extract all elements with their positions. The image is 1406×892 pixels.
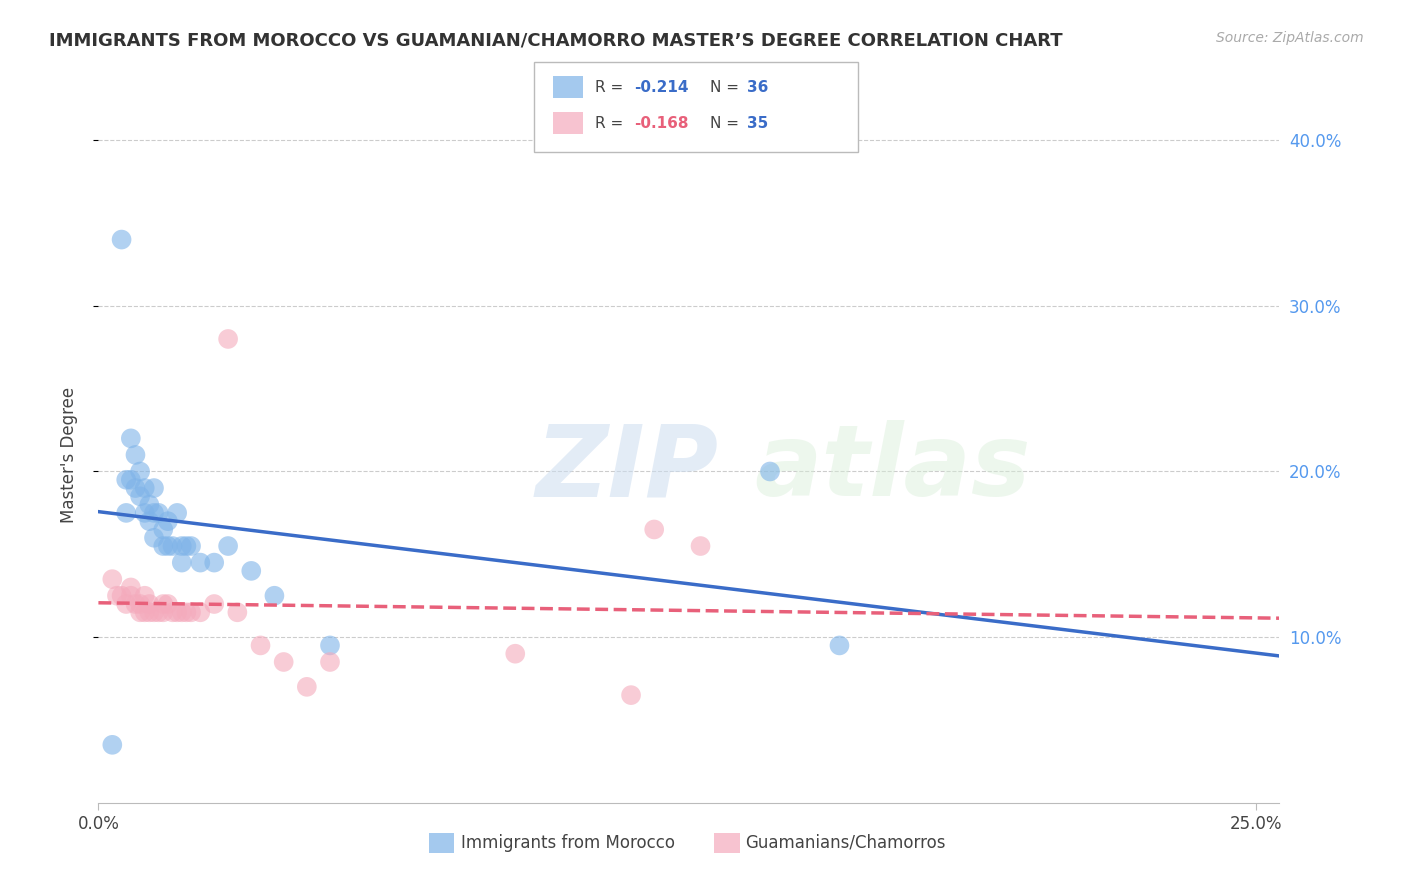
Point <box>188 605 211 619</box>
Point <box>176 605 198 619</box>
Point <box>110 589 132 603</box>
Point <box>162 539 184 553</box>
Point <box>115 597 138 611</box>
Point <box>202 556 225 570</box>
Point <box>120 589 142 603</box>
Text: Guamanians/Chamorros: Guamanians/Chamorros <box>745 834 946 852</box>
Point <box>138 605 160 619</box>
Point <box>166 506 188 520</box>
Point <box>217 332 239 346</box>
Text: N =: N = <box>710 116 744 130</box>
Text: ZIP: ZIP <box>536 420 718 517</box>
Point <box>148 605 170 619</box>
Point <box>226 605 249 619</box>
Point <box>124 448 146 462</box>
Point <box>143 481 166 495</box>
Point <box>129 605 152 619</box>
Point <box>124 597 146 611</box>
Point <box>120 581 142 595</box>
Point <box>129 489 152 503</box>
Point <box>129 465 152 479</box>
Point <box>120 431 142 445</box>
Point <box>129 597 152 611</box>
Point <box>295 680 318 694</box>
Point <box>138 498 160 512</box>
Point <box>319 639 342 653</box>
Point <box>152 523 174 537</box>
Point <box>170 605 193 619</box>
Text: Source: ZipAtlas.com: Source: ZipAtlas.com <box>1216 31 1364 45</box>
Point <box>105 589 128 603</box>
Text: -0.168: -0.168 <box>634 116 689 130</box>
Point <box>120 473 142 487</box>
Text: 35: 35 <box>747 116 768 130</box>
Point <box>180 605 202 619</box>
Point <box>115 506 138 520</box>
Point <box>188 556 211 570</box>
Point <box>263 589 285 603</box>
Point <box>124 481 146 495</box>
Point <box>180 539 202 553</box>
Text: Immigrants from Morocco: Immigrants from Morocco <box>461 834 675 852</box>
Point <box>156 597 179 611</box>
Point <box>689 539 711 553</box>
Point <box>152 539 174 553</box>
Point <box>170 556 193 570</box>
Point <box>162 605 184 619</box>
Point <box>319 655 342 669</box>
Point <box>143 506 166 520</box>
Point <box>101 738 124 752</box>
Point <box>134 589 156 603</box>
Point <box>503 647 526 661</box>
Point <box>152 605 174 619</box>
Point <box>240 564 263 578</box>
Point <box>143 605 166 619</box>
Point <box>138 514 160 528</box>
Point <box>166 605 188 619</box>
Point <box>134 605 156 619</box>
Point <box>134 506 156 520</box>
Point <box>134 481 156 495</box>
Text: -0.214: -0.214 <box>634 80 689 95</box>
Point <box>138 597 160 611</box>
Point <box>828 639 851 653</box>
Y-axis label: Master's Degree: Master's Degree <box>59 387 77 523</box>
Point <box>643 523 665 537</box>
Point <box>273 655 295 669</box>
Text: atlas: atlas <box>754 420 1031 517</box>
Text: R =: R = <box>595 116 628 130</box>
Point <box>148 506 170 520</box>
Point <box>115 473 138 487</box>
Point <box>156 514 179 528</box>
Point <box>170 539 193 553</box>
Text: R =: R = <box>595 80 628 95</box>
Point <box>156 539 179 553</box>
Point <box>152 597 174 611</box>
Point <box>202 597 225 611</box>
Text: 36: 36 <box>747 80 768 95</box>
Point <box>620 688 643 702</box>
Point <box>217 539 239 553</box>
Text: IMMIGRANTS FROM MOROCCO VS GUAMANIAN/CHAMORRO MASTER’S DEGREE CORRELATION CHART: IMMIGRANTS FROM MOROCCO VS GUAMANIAN/CHA… <box>49 31 1063 49</box>
Point <box>249 639 271 653</box>
Text: N =: N = <box>710 80 744 95</box>
Point <box>110 233 132 247</box>
Point <box>101 572 124 586</box>
Point <box>143 531 166 545</box>
Point <box>759 465 782 479</box>
Point <box>176 539 198 553</box>
